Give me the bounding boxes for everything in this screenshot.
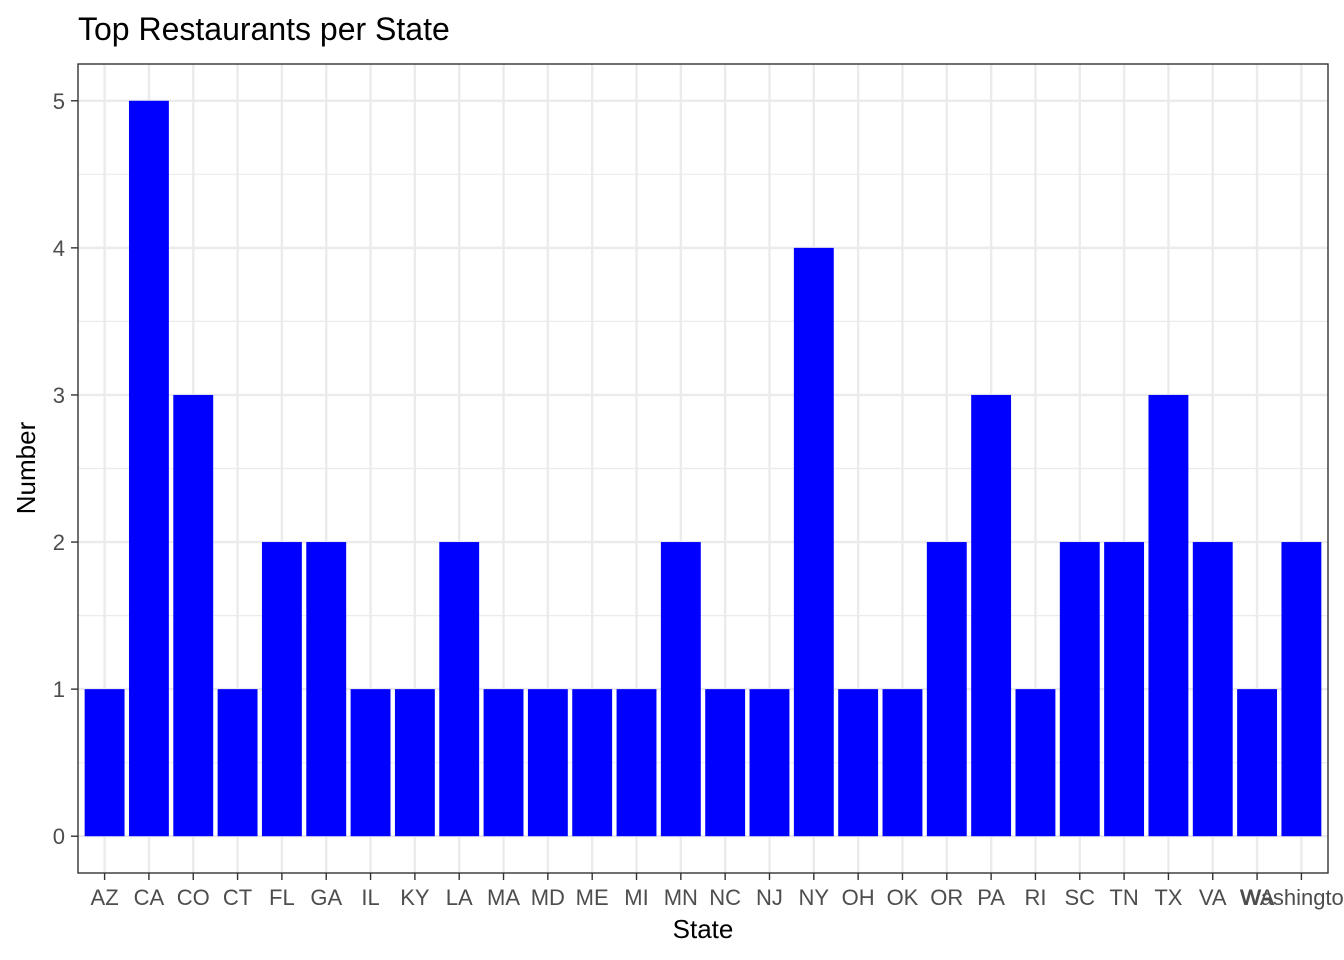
x-tick-label: TN — [1109, 885, 1138, 910]
x-tick-label: TX — [1154, 885, 1182, 910]
bar-or — [926, 542, 967, 837]
x-axis-title: State — [673, 914, 734, 944]
bar-sc — [1059, 542, 1100, 837]
x-tick-label: NJ — [756, 885, 783, 910]
x-tick-label: AZ — [91, 885, 119, 910]
bar-ca — [128, 100, 169, 837]
x-tick-label: CT — [223, 885, 252, 910]
x-tick-label: PA — [977, 885, 1005, 910]
bars — [84, 100, 1322, 837]
bar-oh — [838, 689, 879, 837]
bar-mn — [660, 542, 701, 837]
bar-la — [439, 542, 480, 837]
bar-me — [572, 689, 613, 837]
x-tick-label: CA — [134, 885, 165, 910]
x-tick-label: OH — [842, 885, 875, 910]
bar-ok — [882, 689, 923, 837]
bar-ny — [793, 247, 834, 837]
bar-ct — [217, 689, 258, 837]
bar-ri — [1015, 689, 1056, 837]
x-tick-label: MD — [531, 885, 565, 910]
x-tick-label: CO — [177, 885, 210, 910]
bar-az — [84, 689, 125, 837]
bar-tn — [1104, 542, 1145, 837]
bar-ky — [394, 689, 435, 837]
bar-ma — [483, 689, 524, 837]
y-tick-label: 2 — [53, 530, 65, 555]
x-tick-label: Washington, — [1241, 885, 1344, 910]
x-tick-label: OR — [930, 885, 963, 910]
chart-title: Top Restaurants per State — [78, 11, 450, 47]
bar-va — [1192, 542, 1233, 837]
y-axis-title: Number — [11, 421, 41, 514]
x-tick-label: NC — [709, 885, 741, 910]
bar-wa — [1237, 689, 1278, 837]
x-tick-label: KY — [400, 885, 430, 910]
x-tick-label: MA — [487, 885, 520, 910]
x-axis: AZ CA CO CT FL GA IL KY LA MA MD ME MI MN NC NJ NY OH OK OR… — [91, 873, 1344, 910]
x-tick-label: VA — [1199, 885, 1227, 910]
y-tick-label: 4 — [53, 236, 65, 261]
x-tick-label: WA — [1240, 885, 1275, 910]
x-tick-label: GA — [310, 885, 342, 910]
bar-washington — [1281, 542, 1322, 837]
x-tick-label: LA — [446, 885, 473, 910]
x-tick-label: NY — [799, 885, 830, 910]
bar-nc — [705, 689, 746, 837]
x-tick-label: IL — [361, 885, 379, 910]
bar-co — [173, 394, 214, 837]
x-tick-label: RI — [1024, 885, 1046, 910]
bar-nj — [749, 689, 790, 837]
bar-tx — [1148, 394, 1189, 837]
x-tick-label: ME — [576, 885, 609, 910]
y-tick-label: 3 — [53, 383, 65, 408]
x-tick-label: MI — [624, 885, 648, 910]
bar-il — [350, 689, 391, 837]
y-tick-label: 0 — [53, 824, 65, 849]
x-tick-label: FL — [269, 885, 295, 910]
plot-panel-border — [77, 63, 1329, 874]
bar-mi — [616, 689, 657, 837]
y-tick-label: 5 — [53, 89, 65, 114]
x-tick-label: MN — [664, 885, 698, 910]
bar-ga — [306, 542, 347, 837]
bar-md — [527, 689, 568, 837]
y-axis: 0 1 2 3 4 5 — [53, 89, 78, 849]
y-tick-label: 1 — [53, 677, 65, 702]
bar-fl — [261, 542, 302, 837]
bar-pa — [971, 394, 1012, 837]
x-tick-label: OK — [887, 885, 919, 910]
x-tick-label: SC — [1064, 885, 1095, 910]
